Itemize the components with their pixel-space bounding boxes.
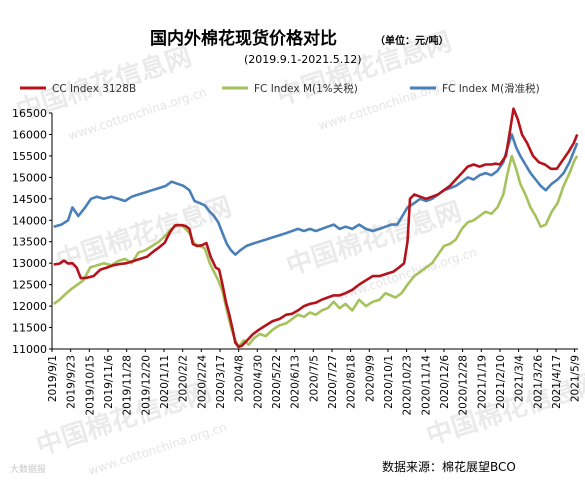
y-tick-label: 13000 [12, 257, 47, 270]
y-tick-label: 12500 [12, 279, 47, 292]
x-tick-label: 2021/3/26 [532, 355, 544, 409]
series-line-fc-index-m-1pct [52, 154, 579, 349]
x-ticks: 2019/9/1 2019/9/23 2019/10/15 2019/11/6 2019… [47, 349, 582, 416]
x-tick-label: 2020/3/17 [215, 355, 227, 409]
y-tick-label: 11000 [12, 343, 47, 356]
x-tick-label: 2021/1/19 [476, 355, 488, 409]
x-tick-label: 2019/9/23 [66, 355, 78, 409]
legend-label-fc-1pct: FC Index M(1%关税) [254, 82, 358, 95]
series-layer [52, 107, 579, 349]
y-tick-label: 14500 [12, 193, 47, 206]
x-tick-label: 2020/6/13 [290, 355, 302, 409]
y-tick-label: 12000 [12, 300, 47, 313]
legend: CC Index 3128B FC Index M(1%关税) FC Index… [20, 82, 540, 95]
x-tick-label: 2020/12/28 [458, 355, 470, 416]
x-tick-label: 2019/9/1 [47, 355, 59, 402]
x-tick-label: 2020/7/27 [327, 355, 339, 409]
watermark-text: 中国棉花信息网 [53, 191, 236, 277]
y-ticks: 11000 11500 12000 12500 13000 13500 14000 14500… [12, 107, 52, 356]
x-tick-label: 2020/5/22 [271, 355, 283, 409]
x-tick-label: 2020/10/23 [402, 355, 414, 416]
x-tick-label: 2019/11/6 [103, 355, 115, 409]
x-tick-label: 2020/7/5 [308, 355, 320, 402]
x-tick-label: 2019/11/28 [122, 355, 134, 416]
y-tick-label: 15000 [12, 171, 47, 184]
brand-mark: 大数据报 [10, 463, 46, 475]
series-line-cc-index-3128b [53, 107, 579, 349]
chart-unit: （单位：元/吨） [375, 34, 449, 47]
x-tick-label: 2020/12/6 [439, 355, 451, 409]
legend-label-fc-sliding: FC Index M(滑准税) [442, 82, 540, 95]
x-tick-label: 2020/1/11 [159, 355, 171, 409]
chart-subtitle: (2019.9.1-2021.5.12) [244, 53, 362, 66]
x-tick-label: 2020/10/1 [383, 355, 395, 409]
y-tick-label: 13500 [12, 236, 47, 249]
x-tick-label: 2020/4/8 [234, 355, 246, 402]
data-source: 数据来源：棉花展望BCO [382, 459, 516, 474]
y-tick-label: 16500 [12, 107, 47, 120]
x-tick-label: 2021/2/10 [495, 355, 507, 409]
chart-title: 国内外棉花现货价格对比 [150, 28, 337, 49]
y-tick-label: 11500 [12, 322, 47, 335]
y-tick-label: 16000 [12, 128, 47, 141]
x-tick-label: 2019/10/15 [84, 355, 96, 416]
x-tick-label: 2020/2/2 [178, 355, 190, 402]
x-tick-label: 2019/12/20 [140, 355, 152, 416]
x-tick-label: 2020/9/9 [364, 355, 376, 402]
legend-label-cc: CC Index 3128B [52, 83, 136, 95]
x-tick-label: 2020/11/14 [420, 355, 432, 416]
x-tick-label: 2020/2/24 [196, 355, 208, 409]
x-tick-label: 2021/5/9 [570, 355, 582, 402]
x-tick-label: 2021/4/17 [551, 355, 563, 409]
x-tick-label: 2020/8/18 [346, 355, 358, 409]
y-tick-label: 15500 [12, 150, 47, 163]
series-line-fc-index-m-sliding [53, 133, 579, 256]
x-tick-label: 2021/3/4 [514, 355, 526, 402]
y-tick-label: 14000 [12, 214, 47, 227]
x-tick-label: 2020/4/30 [252, 355, 264, 409]
